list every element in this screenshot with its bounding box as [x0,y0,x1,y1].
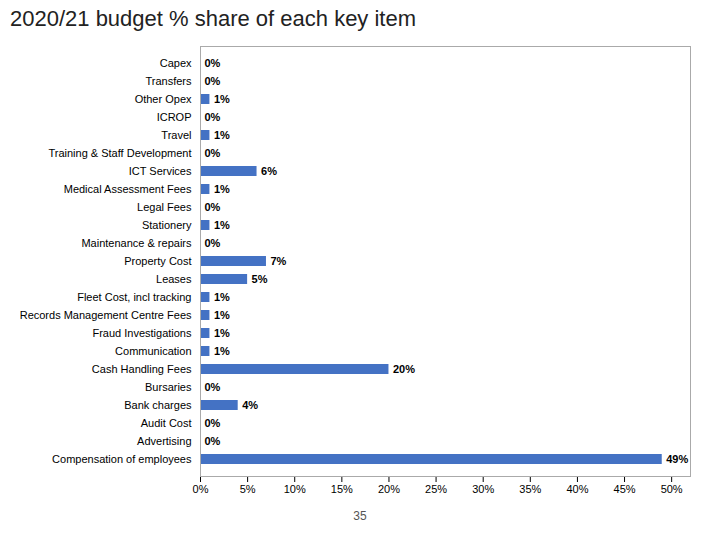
svg-text:0%: 0% [205,417,221,429]
svg-text:49%: 49% [666,453,688,465]
svg-text:20%: 20% [378,483,400,495]
svg-text:0%: 0% [205,147,221,159]
svg-text:Legal Fees: Legal Fees [137,201,192,213]
svg-text:30%: 30% [472,483,494,495]
svg-text:7%: 7% [270,255,286,267]
svg-text:25%: 25% [425,483,447,495]
svg-text:50%: 50% [661,483,683,495]
svg-text:0%: 0% [205,237,221,249]
svg-text:Communication: Communication [115,345,191,357]
html-text:35: 35 [353,509,367,523]
svg-text:20%: 20% [393,363,415,375]
svg-text:Compensation of employees: Compensation of employees [52,453,192,465]
svg-text:0%: 0% [205,75,221,87]
svg-text:Training & Staff Development: Training & Staff Development [48,147,191,159]
svg-text:Capex: Capex [160,57,192,69]
svg-text:1%: 1% [214,309,230,321]
svg-text:1%: 1% [214,183,230,195]
svg-text:0%: 0% [193,483,209,495]
svg-text:1%: 1% [214,327,230,339]
svg-text:4%: 4% [242,399,258,411]
svg-text:Transfers: Transfers [145,75,192,87]
svg-text:35%: 35% [519,483,541,495]
svg-text:0%: 0% [205,111,221,123]
svg-text:40%: 40% [566,483,588,495]
svg-text:Audit Cost: Audit Cost [141,417,192,429]
svg-text:5%: 5% [240,483,256,495]
svg-text:Bursaries: Bursaries [145,381,192,393]
svg-text:Records Management Centre Fees: Records Management Centre Fees [20,309,192,321]
svg-text:0%: 0% [205,57,221,69]
svg-text:0%: 0% [205,201,221,213]
svg-text:1%: 1% [214,345,230,357]
svg-text:Stationery: Stationery [142,219,192,231]
svg-text:Bank charges: Bank charges [124,399,192,411]
svg-text:1%: 1% [214,93,230,105]
svg-text:Leases: Leases [156,273,192,285]
svg-text:0%: 0% [205,435,221,447]
svg-text:1%: 1% [214,219,230,231]
svg-text:Travel: Travel [161,129,191,141]
svg-text:15%: 15% [331,483,353,495]
svg-text:5%: 5% [252,273,268,285]
svg-text:10%: 10% [284,483,306,495]
svg-text:Property Cost: Property Cost [124,255,191,267]
svg-text:Other Opex: Other Opex [135,93,192,105]
svg-text:1%: 1% [214,291,230,303]
svg-text:Fleet Cost, incl tracking: Fleet Cost, incl tracking [77,291,191,303]
svg-text:1%: 1% [214,129,230,141]
svg-text:Medical Assessment Fees: Medical Assessment Fees [64,183,192,195]
svg-text:0%: 0% [205,381,221,393]
svg-text:45%: 45% [614,483,636,495]
svg-text:6%: 6% [261,165,277,177]
svg-text:Maintenance & repairs: Maintenance & repairs [81,237,192,249]
svg-text:Fraud Investigations: Fraud Investigations [92,327,192,339]
svg-text:Advertising: Advertising [137,435,191,447]
svg-text:ICT Services: ICT Services [129,165,192,177]
svg-text:Cash Handling Fees: Cash Handling Fees [92,363,192,375]
html-text:2020/21 budget % share of each: 2020/21 budget % share of each key item [10,6,416,31]
svg-text:ICROP: ICROP [157,111,192,123]
